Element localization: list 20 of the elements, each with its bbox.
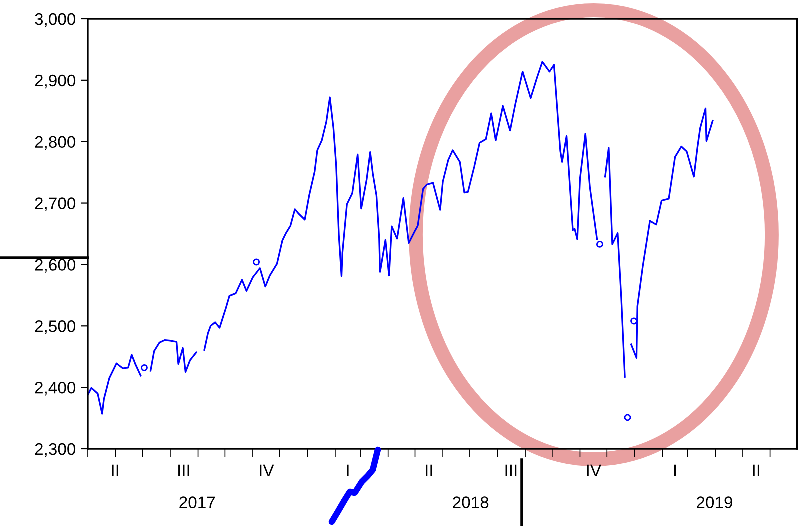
y-tick-label: 3,000 (35, 13, 76, 28)
x-tick-label: 2018 (453, 496, 489, 508)
text: II (426, 464, 432, 476)
y-tick-label: 2,300 (35, 443, 76, 458)
text: I (347, 464, 349, 476)
x-tick-label: 2019 (697, 496, 732, 508)
text: IV (260, 464, 274, 476)
text: III (178, 464, 190, 476)
y-tick-label: 2,600 (35, 259, 76, 273)
y-tick-label: 2,900 (35, 74, 76, 89)
text: III (506, 464, 517, 476)
y-tick-label: 2,400 (35, 382, 76, 396)
text: IV (587, 464, 602, 476)
text: I (674, 464, 676, 476)
y-tick-label: 2,700 (35, 198, 76, 212)
y-tick-label: 2,800 (35, 136, 76, 150)
x-tick-label: 2017 (180, 496, 216, 508)
text: II (112, 464, 118, 476)
y-tick-label: 2,500 (35, 320, 76, 334)
text: II (753, 464, 760, 476)
